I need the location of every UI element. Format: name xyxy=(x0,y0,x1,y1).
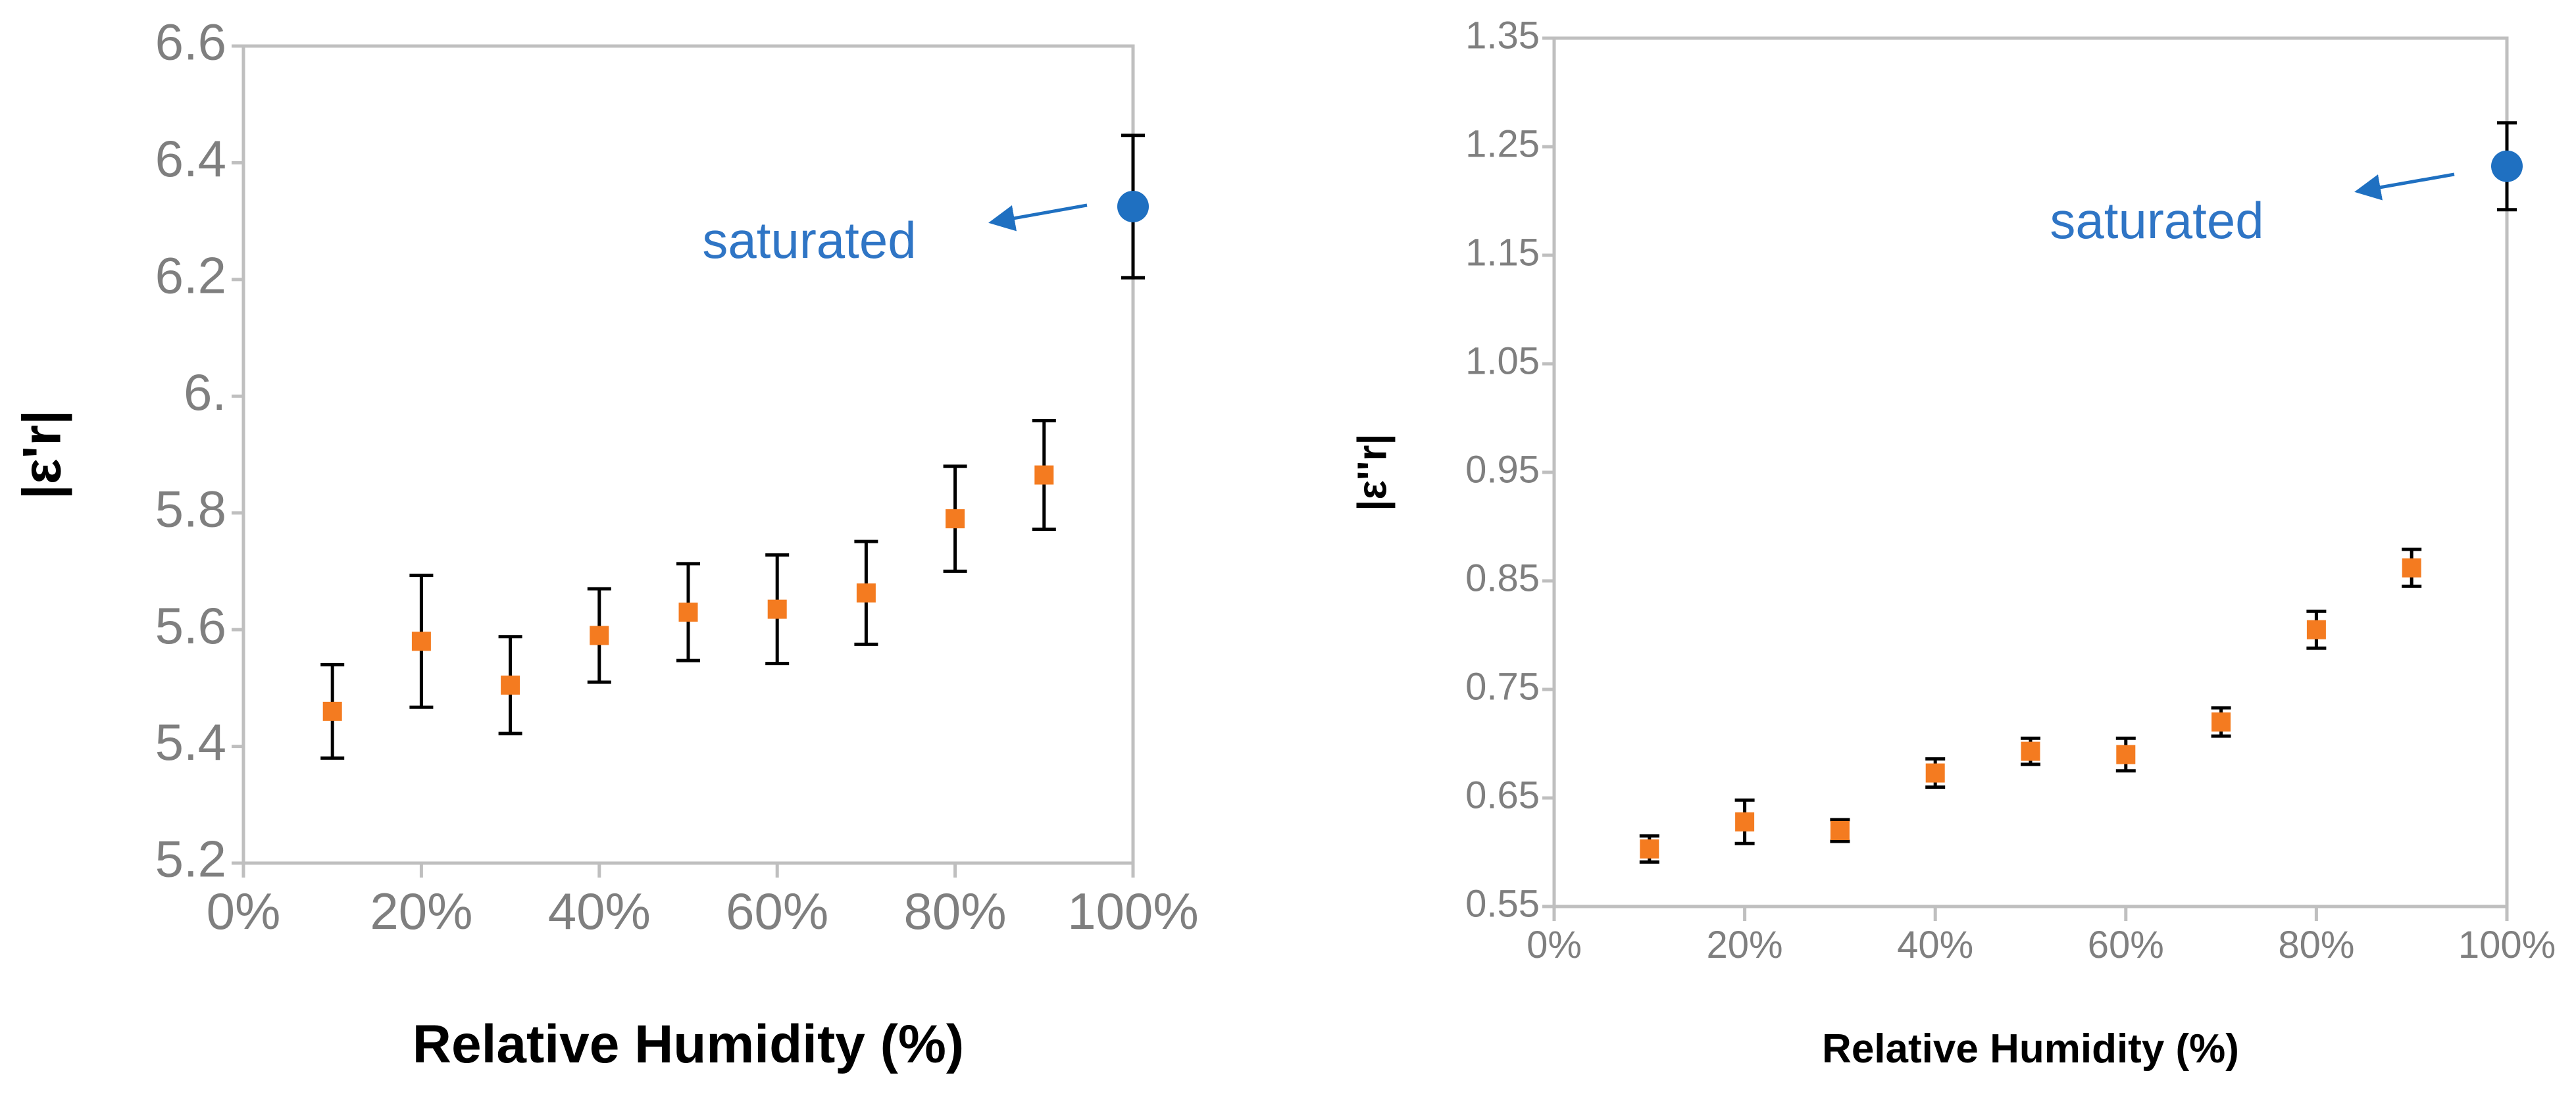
data-point-measured xyxy=(1830,821,1850,840)
annotation-label: saturated xyxy=(702,211,916,269)
plot-area-frame xyxy=(1552,36,2509,908)
data-point-saturated xyxy=(2491,150,2523,182)
data-point-measured xyxy=(2402,558,2421,578)
data-point-measured xyxy=(411,632,431,651)
chart-real-permittivity: 0% 20% 40% 60% 80% 100% 5.2 5.4 5.6 5.8 6. 6.2 6.4 6.… xyxy=(13,13,1199,1074)
data-point-measured xyxy=(856,583,876,603)
data-point-measured xyxy=(678,603,698,622)
y-tick-label: 0.95 xyxy=(1465,448,1540,491)
data-point-measured xyxy=(322,701,342,721)
y-tick-label: 6. xyxy=(184,363,226,421)
y-tick-label: 6.2 xyxy=(155,246,226,304)
y-tick-label: 0.55 xyxy=(1465,882,1540,925)
y-tick-label: 5.4 xyxy=(155,713,226,771)
y-tick-label: 0.85 xyxy=(1465,557,1540,599)
data-point-measured xyxy=(1735,812,1755,832)
y-tick-label: 1.15 xyxy=(1465,231,1540,274)
x-tick-label: 80% xyxy=(904,882,1007,940)
y-tick-label: 1.35 xyxy=(1465,14,1540,57)
x-tick-label: 40% xyxy=(548,882,651,940)
y-tick-label: 5.8 xyxy=(155,480,226,537)
data-point-measured xyxy=(1925,763,1945,783)
y-tick-label: 5.2 xyxy=(155,830,226,888)
x-tick-label: 20% xyxy=(370,882,472,940)
data-point-measured xyxy=(946,509,965,529)
x-tick-label: 0% xyxy=(207,882,281,940)
y-tick-label: 6.4 xyxy=(155,130,226,187)
x-axis-title: Relative Humidity (%) xyxy=(1822,1026,2239,1072)
y-tick-label: 1.25 xyxy=(1465,122,1540,165)
data-point-measured xyxy=(590,626,609,645)
x-tick-label: 40% xyxy=(1897,924,1973,966)
x-tick-label: 100% xyxy=(1067,882,1199,940)
annotation-arrow xyxy=(988,203,1088,232)
y-tick-label: 6.6 xyxy=(155,13,226,71)
annotation-arrow xyxy=(2354,172,2455,201)
y-tick-label: 0.75 xyxy=(1465,665,1540,708)
x-tick-label: 100% xyxy=(2458,924,2556,966)
annotation-label: saturated xyxy=(2050,191,2263,249)
x-tick-label: 20% xyxy=(1707,924,1783,966)
data-point-measured xyxy=(2021,741,2040,761)
data-point-measured xyxy=(1640,839,1659,859)
data-point-measured xyxy=(2116,745,2136,764)
x-tick-label: 60% xyxy=(726,882,828,940)
y-axis-title: |ε''r| xyxy=(1350,434,1396,511)
data-point-saturated xyxy=(1117,190,1149,222)
y-tick-label: 0.65 xyxy=(1465,774,1540,816)
y-axis-title: |ε'r| xyxy=(13,410,73,499)
chart-imag-permittivity: 0% 20% 40% 60% 80% 100% 0.55 0.65 0.75 0.85 0.95 1.… xyxy=(1350,14,2556,1072)
x-axis-title: Relative Humidity (%) xyxy=(413,1014,964,1074)
data-point-measured xyxy=(767,599,787,619)
data-point-measured xyxy=(501,675,520,695)
y-tick-label: 5.6 xyxy=(155,597,226,655)
x-tick-label: 0% xyxy=(1527,924,1582,966)
x-tick-label: 60% xyxy=(2088,924,2164,966)
data-point-measured xyxy=(2306,620,2326,639)
data-point-measured xyxy=(2211,712,2231,732)
x-tick-label: 80% xyxy=(2278,924,2354,966)
plot-area-frame xyxy=(241,44,1135,865)
data-point-measured xyxy=(1034,465,1054,485)
y-tick-label: 1.05 xyxy=(1465,339,1540,382)
